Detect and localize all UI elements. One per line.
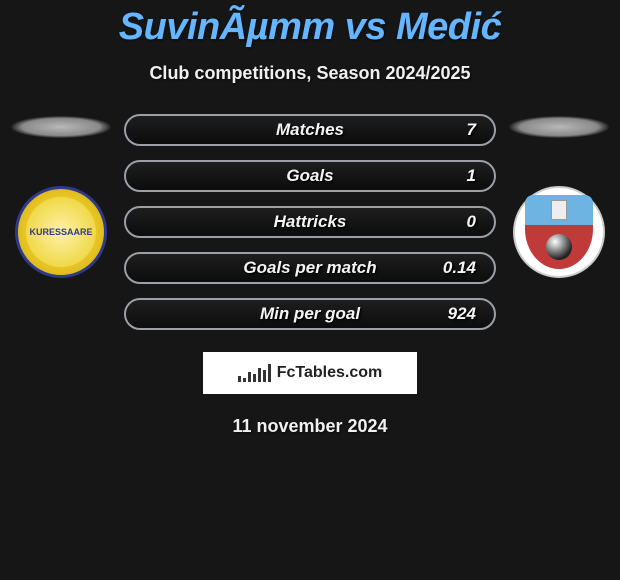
stat-value: 924 — [448, 304, 476, 324]
stat-value: 7 — [467, 120, 476, 140]
bar-chart-icon — [238, 364, 271, 382]
stat-row: Matches 7 — [124, 114, 496, 146]
comparison-body: KURESSAARE Matches 7 Goals 1 Hattricks 0… — [0, 114, 620, 330]
stat-label: Hattricks — [144, 212, 476, 232]
subtitle: Club competitions, Season 2024/2025 — [0, 63, 620, 84]
stat-label: Goals — [144, 166, 476, 186]
stat-row: Hattricks 0 — [124, 206, 496, 238]
stat-value: 0.14 — [443, 258, 476, 278]
stats-column: Matches 7 Goals 1 Hattricks 0 Goals per … — [116, 114, 504, 330]
stat-label: Matches — [144, 120, 476, 140]
team-left-crest-label: KURESSAARE — [26, 197, 96, 267]
page-title: SuvinÃµmm vs Medić — [0, 0, 620, 49]
stat-label: Min per goal — [144, 304, 476, 324]
team-left-crest: KURESSAARE — [15, 186, 107, 278]
fctables-label: FcTables.com — [277, 364, 383, 382]
date-text: 11 november 2024 — [0, 416, 620, 437]
left-side: KURESSAARE — [6, 114, 116, 330]
right-side — [504, 114, 614, 330]
stat-label: Goals per match — [144, 258, 476, 278]
fctables-link[interactable]: FcTables.com — [203, 352, 417, 394]
stat-row: Min per goal 924 — [124, 298, 496, 330]
shadow-ellipse-right — [509, 116, 609, 138]
stat-value: 0 — [467, 212, 476, 232]
shadow-ellipse-left — [11, 116, 111, 138]
tower-icon — [551, 200, 567, 220]
stat-value: 1 — [467, 166, 476, 186]
team-right-crest — [513, 186, 605, 278]
stat-row: Goals per match 0.14 — [124, 252, 496, 284]
football-icon — [546, 234, 572, 260]
shield-icon — [525, 195, 593, 269]
stat-row: Goals 1 — [124, 160, 496, 192]
